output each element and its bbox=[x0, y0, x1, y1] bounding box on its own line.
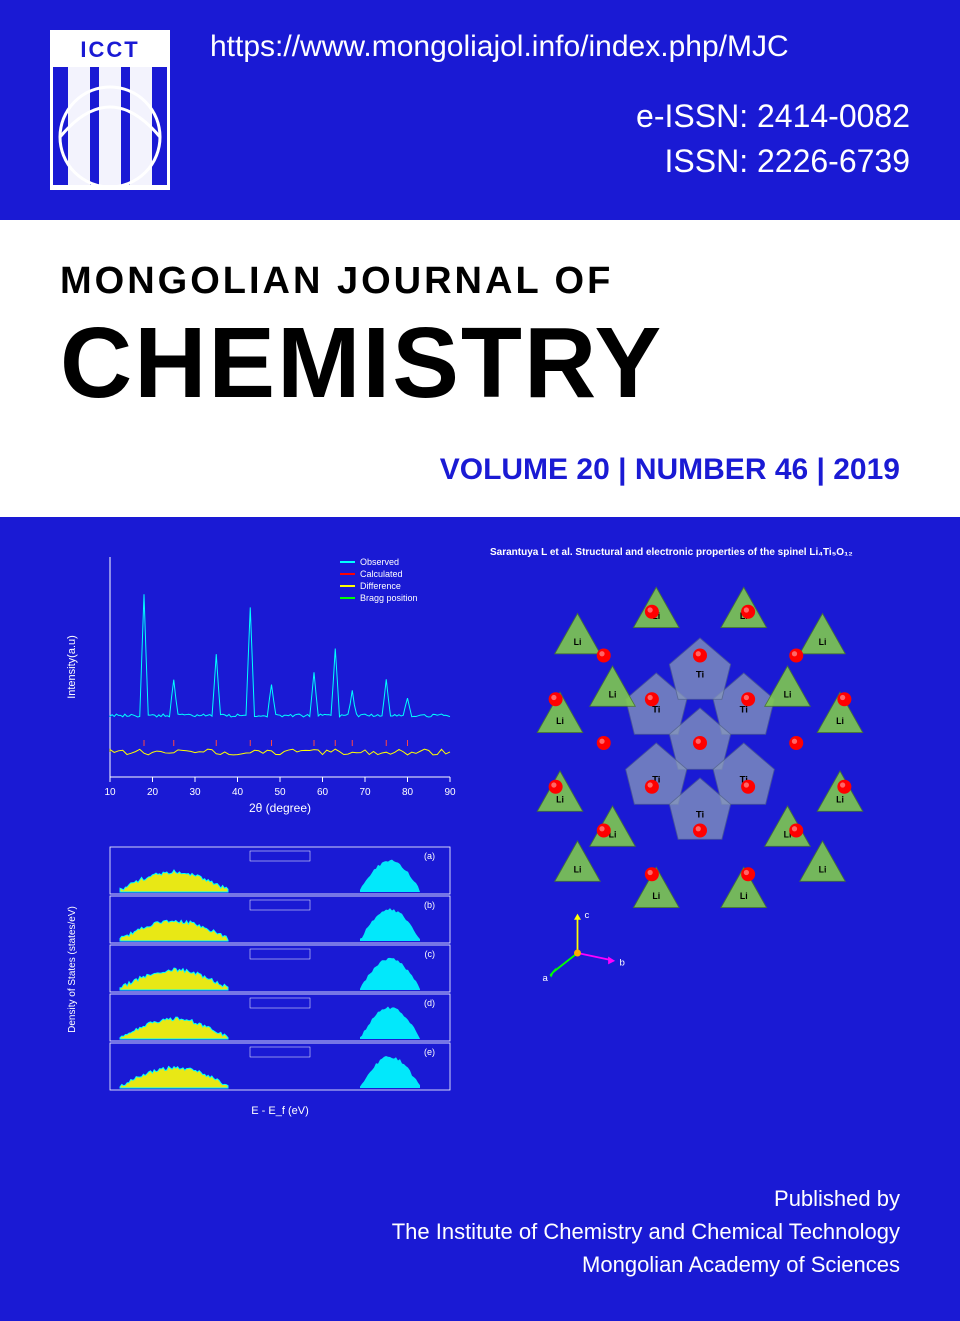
svg-text:Bragg position: Bragg position bbox=[360, 593, 418, 603]
svg-text:60: 60 bbox=[317, 787, 329, 798]
svg-text:b: b bbox=[620, 957, 625, 968]
svg-text:90: 90 bbox=[444, 787, 456, 798]
svg-text:2θ (degree): 2θ (degree) bbox=[249, 801, 311, 815]
right-figure-column: Sarantuya L et al. Structural and electr… bbox=[490, 547, 910, 1127]
title-band: MONGOLIAN JOURNAL OF CHEMISTRY VOLUME 20… bbox=[0, 220, 960, 517]
svg-text:(d): (d) bbox=[424, 998, 435, 1008]
crystal-structure-title: Sarantuya L et al. Structural and electr… bbox=[490, 547, 910, 558]
header-text-block: https://www.mongoliajol.info/index.php/M… bbox=[200, 30, 910, 184]
svg-text:(b): (b) bbox=[424, 900, 435, 910]
svg-text:30: 30 bbox=[189, 787, 201, 798]
icct-logo: ICCT bbox=[50, 30, 170, 190]
left-figures-column: 10 20 30 40 50 60 70 80 90 2θ (degree) Intensity(a… bbox=[60, 547, 460, 1127]
svg-text:Ti: Ti bbox=[696, 809, 704, 820]
svg-text:c: c bbox=[585, 910, 590, 921]
svg-text:E - E_f (eV): E - E_f (eV) bbox=[251, 1105, 308, 1117]
svg-text:Li: Li bbox=[652, 891, 660, 901]
svg-text:80: 80 bbox=[402, 787, 414, 798]
svg-text:20: 20 bbox=[147, 787, 159, 798]
svg-text:Li: Li bbox=[836, 795, 844, 805]
svg-text:Li: Li bbox=[784, 690, 792, 700]
logo-graphic bbox=[53, 67, 167, 185]
svg-text:(c): (c) bbox=[425, 949, 436, 959]
eissn-text: e-ISSN: 2414-0082 bbox=[200, 94, 910, 139]
svg-text:40: 40 bbox=[232, 787, 244, 798]
svg-text:10: 10 bbox=[104, 787, 116, 798]
svg-text:Li: Li bbox=[819, 637, 827, 647]
svg-text:Li: Li bbox=[574, 637, 582, 647]
svg-text:Li: Li bbox=[836, 716, 844, 726]
crystal-structure-diagram: TiTiTiTiTiTiTiLiLiLiLiLiLiLiLiLiLiLiLiLi… bbox=[490, 568, 910, 988]
svg-text:70: 70 bbox=[359, 787, 371, 798]
svg-text:Observed: Observed bbox=[360, 557, 399, 567]
footer-line2: The Institute of Chemistry and Chemical … bbox=[392, 1215, 900, 1248]
svg-text:(e): (e) bbox=[424, 1047, 435, 1057]
svg-text:Li: Li bbox=[609, 690, 617, 700]
density-of-states-chart: (a) (b) (c) (d) (e) E - E_f (eV) Density of St… bbox=[60, 842, 460, 1122]
volume-info: VOLUME 20 | NUMBER 46 | 2019 bbox=[60, 453, 900, 487]
footer-line3: Mongolian Academy of Sciences bbox=[392, 1248, 900, 1281]
journal-title-line1: MONGOLIAN JOURNAL OF bbox=[60, 260, 900, 303]
svg-text:Calculated: Calculated bbox=[360, 569, 403, 579]
xrd-diffraction-chart: 10 20 30 40 50 60 70 80 90 2θ (degree) Intensity(a… bbox=[60, 547, 460, 817]
journal-title-line2: CHEMISTRY bbox=[60, 313, 900, 413]
footer-line1: Published by bbox=[392, 1182, 900, 1215]
svg-text:Li: Li bbox=[556, 716, 564, 726]
logo-text: ICCT bbox=[53, 33, 167, 67]
svg-text:(a): (a) bbox=[424, 851, 435, 861]
figures-area: 10 20 30 40 50 60 70 80 90 2θ (degree) Intensity(a… bbox=[0, 517, 960, 1147]
svg-text:Intensity(a.u): Intensity(a.u) bbox=[66, 635, 78, 699]
publisher-footer: Published by The Institute of Chemistry … bbox=[392, 1182, 900, 1281]
svg-text:Li: Li bbox=[819, 865, 827, 875]
header-section: ICCT https://www.mongoliajol.info/index.… bbox=[0, 0, 960, 210]
svg-text:Difference: Difference bbox=[360, 581, 401, 591]
journal-url: https://www.mongoliajol.info/index.php/M… bbox=[200, 30, 910, 64]
svg-text:a: a bbox=[543, 973, 549, 984]
svg-text:Li: Li bbox=[740, 891, 748, 901]
svg-text:Li: Li bbox=[574, 865, 582, 875]
svg-text:Li: Li bbox=[556, 795, 564, 805]
svg-text:50: 50 bbox=[274, 787, 286, 798]
issn-text: ISSN: 2226-6739 bbox=[200, 139, 910, 184]
svg-text:Density of States (states/eV): Density of States (states/eV) bbox=[67, 906, 78, 1033]
svg-text:Ti: Ti bbox=[696, 669, 704, 680]
